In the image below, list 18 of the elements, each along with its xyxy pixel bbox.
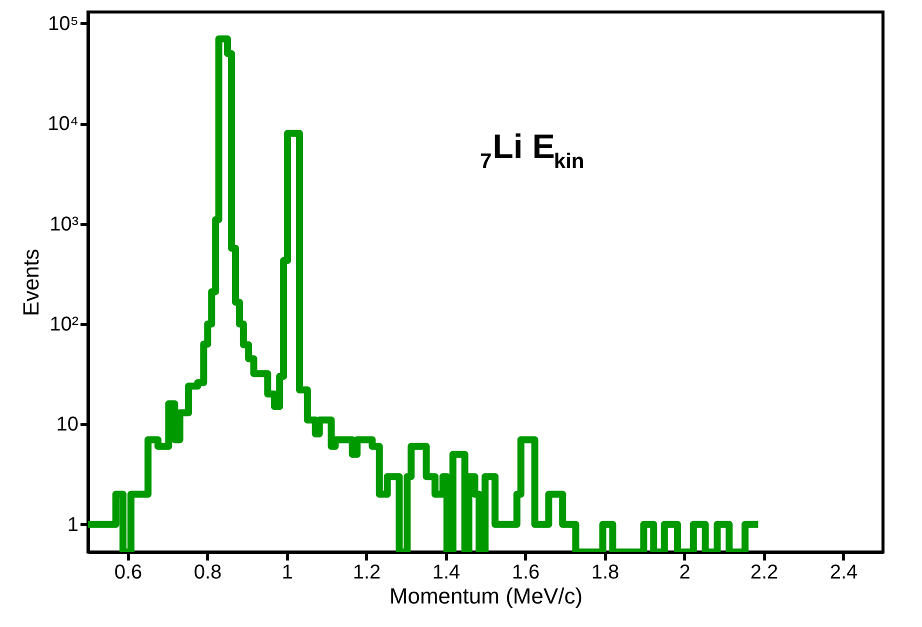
- x-tick-label: 1.8: [591, 562, 620, 584]
- x-tick-label: 2.4: [830, 562, 858, 584]
- y-tick-label: 10⁵: [48, 12, 78, 35]
- y-tick-label: 10⁴: [48, 113, 78, 136]
- x-tick-label: 1: [282, 562, 293, 584]
- y-tick-label: 10: [56, 414, 78, 436]
- x-tick-label: 0.6: [114, 562, 142, 584]
- x-tick-label: 2: [679, 562, 690, 584]
- x-tick-label: 1.4: [432, 562, 460, 584]
- x-tick-label: 1.6: [512, 562, 540, 584]
- y-tick-label: 10²: [50, 313, 79, 336]
- y-tick-label: 10³: [50, 213, 79, 236]
- x-tick-label: 1.2: [352, 562, 381, 584]
- y-axis-title: Events: [18, 248, 44, 316]
- y-tick-label: 1: [67, 514, 78, 536]
- x-axis-title: Momentum (MeV/c): [389, 584, 583, 608]
- x-tick-label: 2.2: [750, 562, 778, 584]
- x-tick-label: 0.8: [194, 562, 222, 584]
